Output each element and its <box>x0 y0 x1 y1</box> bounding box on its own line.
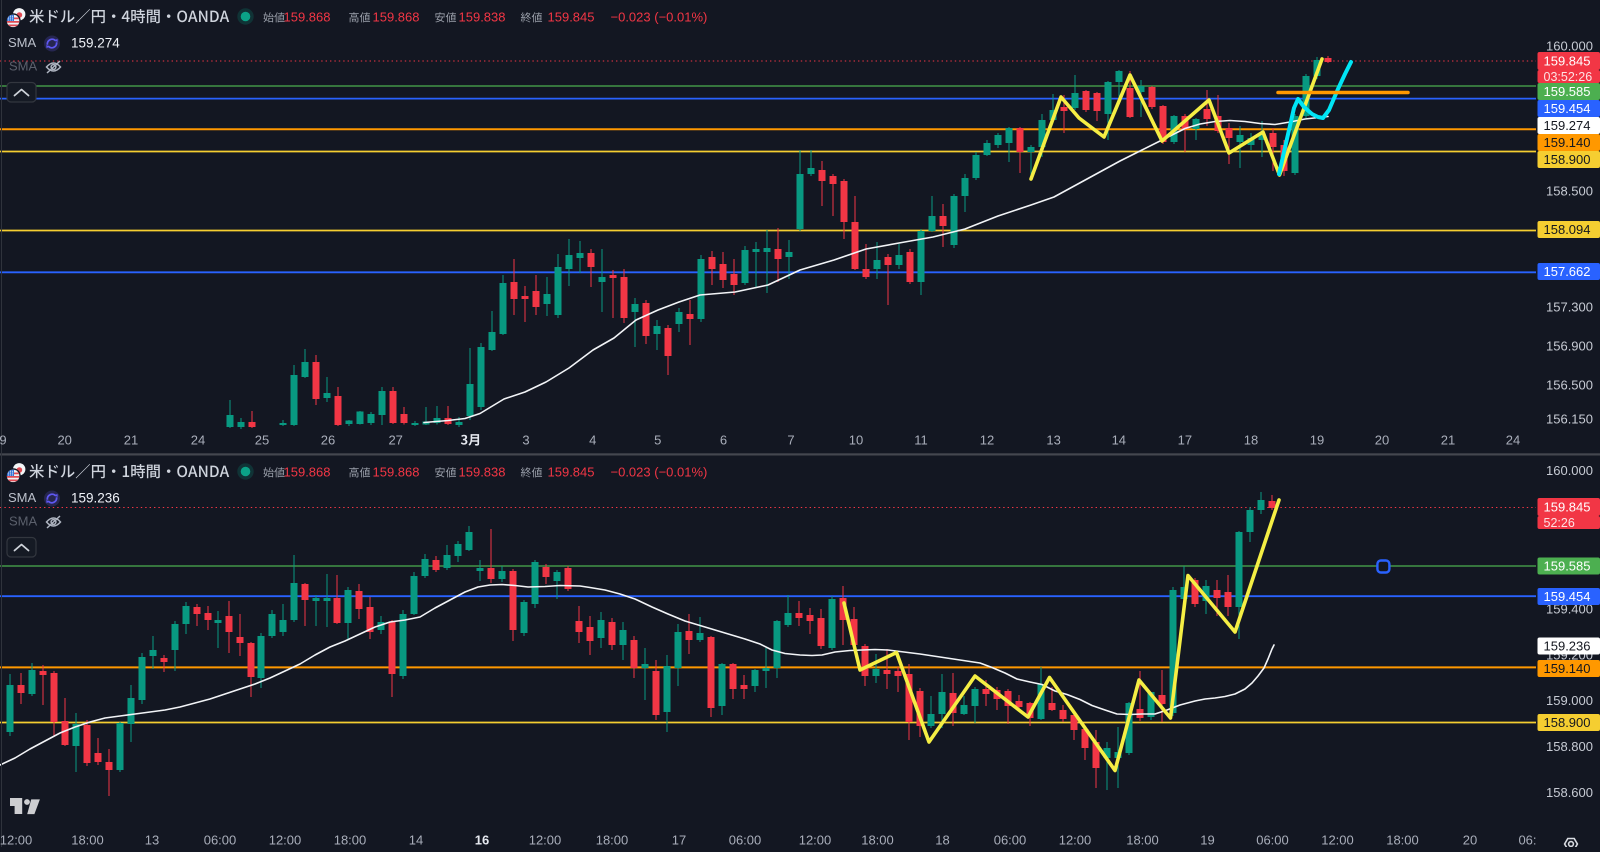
svg-text:18:00: 18:00 <box>596 833 629 848</box>
svg-text:18:00: 18:00 <box>861 833 894 848</box>
svg-text:06:00: 06:00 <box>204 833 237 848</box>
svg-text:18: 18 <box>935 833 949 848</box>
svg-text:159.868: 159.868 <box>373 10 420 25</box>
svg-text:12:00: 12:00 <box>1059 833 1092 848</box>
svg-text:158.600: 158.600 <box>1546 785 1593 800</box>
svg-text:159.140: 159.140 <box>1544 661 1591 676</box>
svg-text:03:52:26: 03:52:26 <box>1544 70 1593 84</box>
svg-text:12: 12 <box>980 433 994 448</box>
svg-text:12:00: 12:00 <box>1321 833 1354 848</box>
svg-text:158.900: 158.900 <box>1544 715 1591 730</box>
svg-text:11: 11 <box>914 433 928 448</box>
svg-text:3: 3 <box>522 433 529 448</box>
svg-text:52:26: 52:26 <box>1544 516 1575 530</box>
svg-text:159.454: 159.454 <box>1544 589 1591 604</box>
svg-text:159.236: 159.236 <box>1544 639 1591 654</box>
svg-text:SMA: SMA <box>9 59 38 74</box>
svg-text:158.800: 158.800 <box>1546 739 1593 754</box>
svg-text:156.150: 156.150 <box>1546 412 1593 427</box>
svg-text:6: 6 <box>720 433 727 448</box>
svg-text:13: 13 <box>1046 433 1060 448</box>
svg-text:25: 25 <box>255 433 269 448</box>
svg-text:9: 9 <box>0 433 7 448</box>
svg-text:SMA: SMA <box>8 35 37 50</box>
svg-text:12:00: 12:00 <box>269 833 302 848</box>
svg-text:12:00: 12:00 <box>799 833 832 848</box>
svg-text:156.500: 156.500 <box>1546 378 1593 393</box>
svg-text:157.300: 157.300 <box>1546 300 1593 315</box>
svg-text:−0.023 (−0.01%): −0.023 (−0.01%) <box>611 10 708 25</box>
svg-text:17: 17 <box>1178 433 1192 448</box>
svg-text:18:00: 18:00 <box>1386 833 1419 848</box>
svg-text:14: 14 <box>1112 433 1126 448</box>
svg-text:24: 24 <box>1506 433 1520 448</box>
svg-text:159.140: 159.140 <box>1544 135 1591 150</box>
svg-text:159.838: 159.838 <box>459 10 506 25</box>
svg-text:159.274: 159.274 <box>71 36 120 51</box>
svg-text:159.845: 159.845 <box>548 465 595 480</box>
svg-text:06:00: 06:00 <box>994 833 1027 848</box>
svg-text:13: 13 <box>145 833 159 848</box>
svg-text:160.000: 160.000 <box>1546 463 1593 478</box>
svg-text:159.845: 159.845 <box>548 10 595 25</box>
svg-text:19: 19 <box>1200 833 1214 848</box>
svg-text:158.094: 158.094 <box>1544 222 1591 237</box>
svg-text:26: 26 <box>321 433 335 448</box>
svg-text:21: 21 <box>1441 433 1455 448</box>
svg-text:159.274: 159.274 <box>1544 118 1591 133</box>
svg-text:06:00: 06:00 <box>1256 833 1289 848</box>
svg-text:−0.023 (−0.01%): −0.023 (−0.01%) <box>611 465 708 480</box>
svg-text:24: 24 <box>191 433 205 448</box>
svg-text:157.662: 157.662 <box>1544 264 1591 279</box>
svg-text:14: 14 <box>409 833 423 848</box>
svg-text:27: 27 <box>388 433 402 448</box>
svg-text:7: 7 <box>787 433 794 448</box>
svg-text:5: 5 <box>654 433 661 448</box>
svg-text:06:: 06: <box>1518 833 1536 848</box>
svg-text:159.845: 159.845 <box>1544 500 1591 515</box>
svg-text:18: 18 <box>1244 433 1258 448</box>
svg-text:159.454: 159.454 <box>1544 101 1591 116</box>
svg-text:10: 10 <box>849 433 863 448</box>
svg-text:160.000: 160.000 <box>1546 39 1593 54</box>
svg-text:18:00: 18:00 <box>71 833 104 848</box>
svg-text:06:00: 06:00 <box>729 833 762 848</box>
svg-text:18:00: 18:00 <box>1126 833 1159 848</box>
svg-text:SMA: SMA <box>8 490 37 505</box>
svg-text:158.500: 158.500 <box>1546 184 1593 199</box>
svg-text:159.585: 159.585 <box>1544 84 1591 99</box>
svg-text:SMA: SMA <box>9 514 38 529</box>
svg-text:159.236: 159.236 <box>71 491 120 506</box>
svg-text:20: 20 <box>1463 833 1477 848</box>
svg-text:20: 20 <box>57 433 71 448</box>
svg-text:17: 17 <box>672 833 686 848</box>
svg-text:4: 4 <box>589 433 596 448</box>
svg-text:159.845: 159.845 <box>1544 54 1591 69</box>
svg-text:159.868: 159.868 <box>284 10 331 25</box>
svg-text:159.838: 159.838 <box>459 465 506 480</box>
svg-text:19: 19 <box>1310 433 1324 448</box>
svg-text:159.868: 159.868 <box>373 465 420 480</box>
svg-text:159.868: 159.868 <box>284 465 331 480</box>
svg-text:159.585: 159.585 <box>1544 559 1591 574</box>
svg-text:158.900: 158.900 <box>1544 152 1591 167</box>
svg-text:12:00: 12:00 <box>0 833 32 848</box>
svg-text:16: 16 <box>475 833 489 848</box>
svg-text:12:00: 12:00 <box>529 833 562 848</box>
svg-text:21: 21 <box>124 433 138 448</box>
svg-text:156.900: 156.900 <box>1546 339 1593 354</box>
svg-text:20: 20 <box>1375 433 1389 448</box>
svg-text:159.000: 159.000 <box>1546 693 1593 708</box>
svg-text:18:00: 18:00 <box>334 833 367 848</box>
